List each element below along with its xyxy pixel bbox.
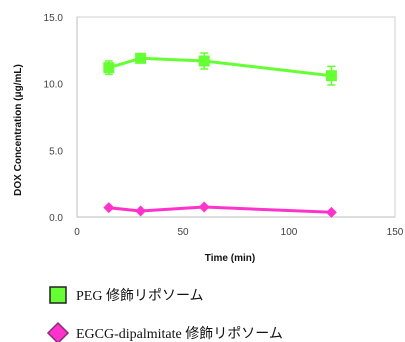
series-line <box>108 56 332 78</box>
x-tick-label: 50 <box>177 227 189 238</box>
series-layer <box>103 52 337 218</box>
plot-frame <box>76 16 396 218</box>
legend-item: PEG 修飾リポソーム <box>49 286 204 304</box>
y-tick-label: 15.0 <box>44 13 64 24</box>
y-tick-label: 0.0 <box>49 213 63 224</box>
x-axis-label: Time (min) <box>205 253 255 264</box>
y-tick-label: 5.0 <box>49 146 63 157</box>
data-point <box>325 206 337 218</box>
data-point <box>135 205 147 217</box>
x-tick-label: 0 <box>74 227 80 238</box>
x-axis-ticks: 0 50 100 150 <box>74 227 404 238</box>
data-point <box>103 202 115 214</box>
series-line <box>108 205 332 214</box>
data-point <box>135 52 147 64</box>
legend-label: PEG 修飾リポソーム <box>76 288 204 304</box>
legend: PEG 修飾リポソーム EGCG-dipalmitate 修飾リポソーム <box>46 286 283 342</box>
data-point <box>103 62 115 74</box>
legend-label: EGCG-dipalmitate 修飾リポソーム <box>76 326 283 342</box>
legend-swatch <box>46 321 70 342</box>
y-tick-label: 10.0 <box>44 80 64 91</box>
series-1 <box>103 52 337 86</box>
x-tick-label: 100 <box>281 227 298 238</box>
y-axis-ticks: 0.0 5.0 10.0 15.0 <box>44 13 64 224</box>
series-2 <box>103 201 337 218</box>
legend-swatch <box>49 286 67 304</box>
legend-item: EGCG-dipalmitate 修飾リポソーム <box>46 321 283 342</box>
y-axis-label: DOX Concentration (μg/mL) <box>13 64 24 196</box>
data-point <box>198 55 210 67</box>
data-point <box>198 201 210 213</box>
x-tick-label: 150 <box>387 227 404 238</box>
plot-area <box>76 16 396 218</box>
data-point <box>325 70 337 82</box>
